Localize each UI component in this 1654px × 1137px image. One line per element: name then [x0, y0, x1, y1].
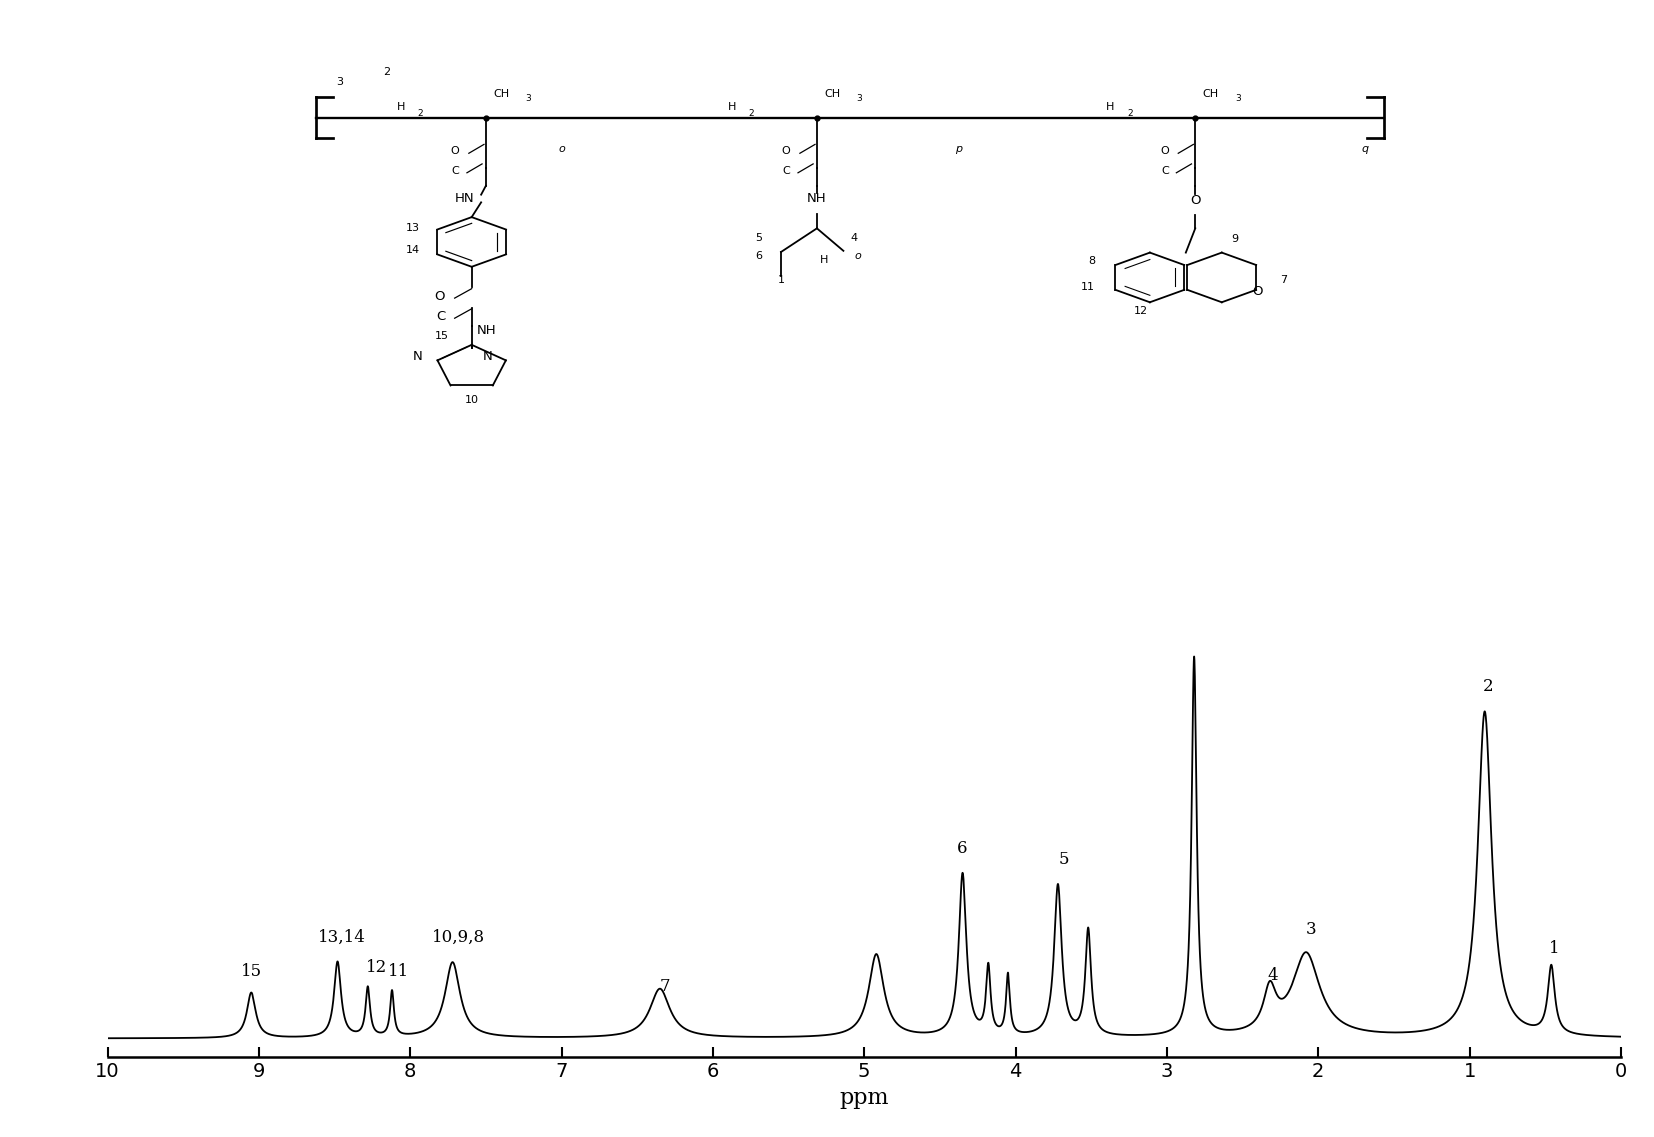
Text: C: C — [452, 166, 460, 176]
Text: 7: 7 — [660, 978, 670, 995]
Text: 5: 5 — [754, 233, 762, 243]
Text: q: q — [1361, 144, 1370, 155]
Text: 14: 14 — [405, 244, 420, 255]
Text: H: H — [397, 102, 405, 113]
Text: 13,14: 13,14 — [318, 929, 366, 946]
Text: 6: 6 — [754, 251, 762, 262]
Text: N: N — [414, 350, 422, 363]
Text: O: O — [450, 147, 460, 157]
Text: 12: 12 — [366, 958, 387, 976]
Text: O: O — [435, 290, 445, 304]
Text: 4: 4 — [1267, 966, 1279, 984]
Text: O: O — [1252, 285, 1262, 298]
Text: NH: NH — [807, 192, 827, 206]
Text: 3: 3 — [336, 77, 342, 88]
Text: 3: 3 — [1305, 921, 1317, 938]
Text: 3: 3 — [1236, 94, 1240, 103]
Text: 3: 3 — [526, 94, 531, 103]
Text: 2: 2 — [418, 109, 423, 118]
Text: O: O — [1189, 193, 1201, 207]
Text: 2: 2 — [384, 67, 390, 77]
Text: C: C — [1161, 166, 1169, 176]
Text: 12: 12 — [1133, 306, 1148, 316]
Text: HN: HN — [455, 192, 475, 206]
Text: 10: 10 — [465, 395, 478, 405]
Text: o: o — [855, 251, 862, 262]
Text: NH: NH — [476, 324, 496, 337]
Text: 1: 1 — [1550, 940, 1560, 957]
Text: 13: 13 — [405, 223, 420, 233]
Text: 15: 15 — [241, 963, 261, 980]
Text: CH: CH — [824, 89, 840, 99]
Text: 2: 2 — [1126, 109, 1133, 118]
X-axis label: ppm: ppm — [840, 1087, 888, 1109]
Text: 2: 2 — [749, 109, 754, 118]
Text: 11: 11 — [387, 963, 409, 980]
Text: 11: 11 — [1082, 282, 1095, 292]
Text: 9: 9 — [1231, 234, 1239, 244]
Text: 8: 8 — [1088, 257, 1095, 266]
Text: 7: 7 — [1280, 275, 1287, 285]
Text: 3: 3 — [857, 94, 862, 103]
Text: CH: CH — [1202, 89, 1219, 99]
Text: CH: CH — [493, 89, 509, 99]
Text: N: N — [483, 350, 493, 363]
Text: 4: 4 — [850, 233, 857, 243]
Text: 6: 6 — [958, 839, 968, 856]
Text: O: O — [1159, 147, 1169, 157]
Text: o: o — [557, 144, 566, 155]
Text: C: C — [782, 166, 791, 176]
Text: H: H — [728, 102, 736, 113]
Text: H: H — [1107, 102, 1115, 113]
Text: 15: 15 — [435, 331, 448, 341]
Text: 2: 2 — [1482, 679, 1494, 696]
Text: C: C — [437, 310, 445, 323]
Text: 1: 1 — [777, 275, 784, 284]
Text: H: H — [820, 255, 829, 265]
Text: 5: 5 — [1059, 850, 1068, 868]
Text: p: p — [956, 144, 963, 155]
Text: O: O — [782, 147, 791, 157]
Text: 10,9,8: 10,9,8 — [432, 929, 485, 946]
